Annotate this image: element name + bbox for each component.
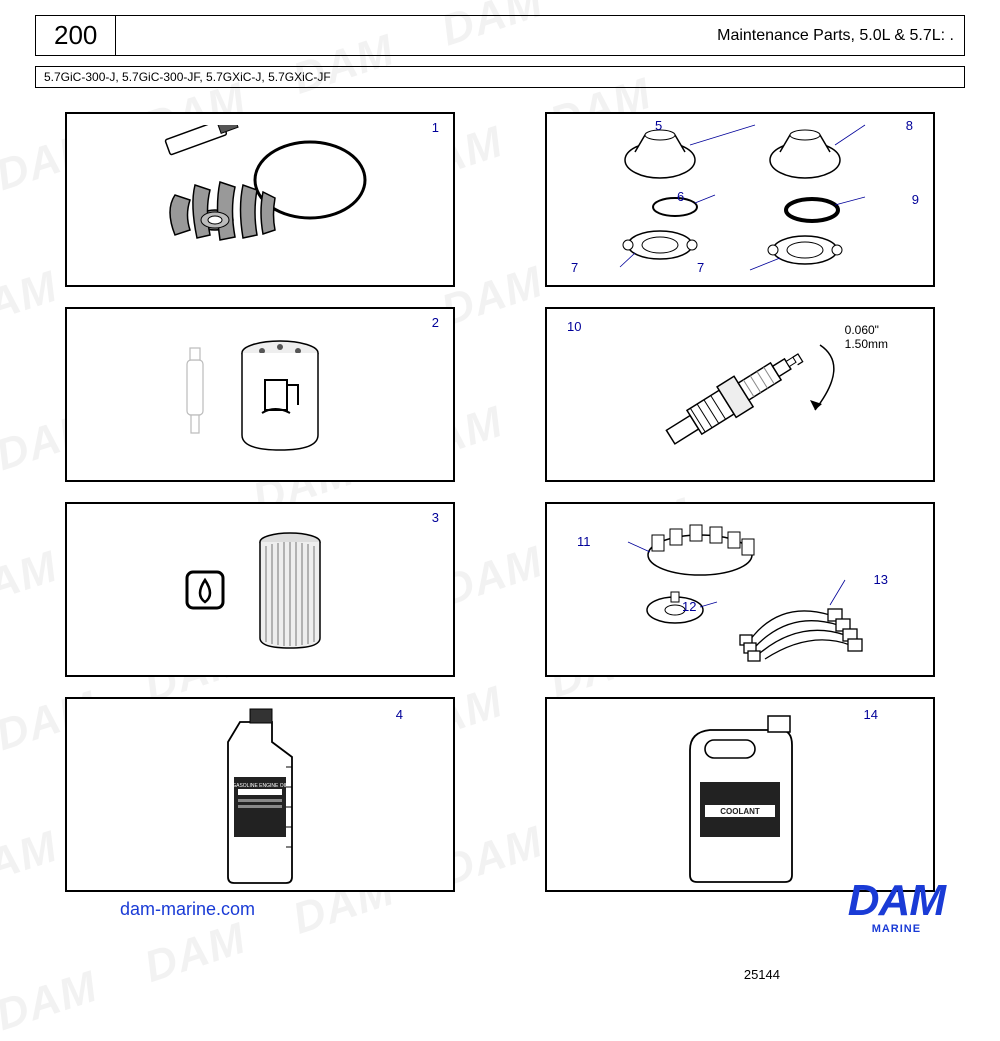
document-id: 25144 [744, 967, 780, 982]
panel-spark-plug: 10 0.060"1.50mm [545, 307, 935, 482]
callout-9: 9 [912, 192, 919, 207]
panel-impeller-kit: 1 [65, 112, 455, 287]
panel-thermostats: 5 6 7 8 9 7 [545, 112, 935, 287]
thermostat-illustration [590, 115, 890, 285]
callout-7a: 7 [571, 260, 578, 275]
logo-main-text: DAM [848, 881, 945, 921]
callout-4: 4 [396, 707, 403, 722]
page-content: 200 Maintenance Parts, 5.0L & 5.7L: . 5.… [0, 0, 1000, 892]
svg-text:COOLANT: COOLANT [720, 807, 760, 816]
model-list-bar: 5.7GiC-300-J, 5.7GiC-300-JF, 5.7GXiC-J, … [35, 66, 965, 88]
panel-coolant: 14 COOLANT [545, 697, 935, 892]
callout-13: 13 [874, 572, 888, 587]
oil-filter-illustration [150, 515, 370, 665]
spark-gap-spec: 0.060"1.50mm [845, 323, 888, 352]
ignition-illustration [585, 505, 895, 675]
callout-12: 12 [682, 599, 696, 614]
header-title: Maintenance Parts, 5.0L & 5.7L: . [116, 15, 965, 56]
url-watermark: dam-marine.com [120, 899, 255, 920]
fuel-filter-illustration [150, 320, 370, 470]
callout-7b: 7 [697, 260, 704, 275]
panel-oil-filter: 3 [65, 502, 455, 677]
oil-bottle-illustration: GASOLINE ENGINE OIL [170, 702, 350, 887]
callout-10: 10 [567, 319, 581, 334]
brand-logo: DAM MARINE [848, 881, 945, 935]
parts-grid: 1 [35, 112, 965, 892]
callout-1: 1 [432, 120, 439, 135]
impeller-illustration [130, 125, 390, 275]
callout-6: 6 [677, 189, 684, 204]
svg-text:GASOLINE ENGINE OIL: GASOLINE ENGINE OIL [232, 783, 288, 789]
callout-3: 3 [432, 510, 439, 525]
panel-ignition: 11 12 13 [545, 502, 935, 677]
callout-5: 5 [655, 118, 662, 133]
panel-oil-bottle: 4 GASOLINE ENGINE OIL [65, 697, 455, 892]
callout-14: 14 [864, 707, 878, 722]
callout-8: 8 [906, 118, 913, 133]
coolant-illustration: COOLANT [640, 702, 840, 887]
page-number-box: 200 [35, 15, 116, 56]
header-row: 200 Maintenance Parts, 5.0L & 5.7L: . [35, 15, 965, 56]
panel-fuel-filter: 2 [65, 307, 455, 482]
callout-11: 11 [577, 534, 591, 549]
callout-2: 2 [432, 315, 439, 330]
